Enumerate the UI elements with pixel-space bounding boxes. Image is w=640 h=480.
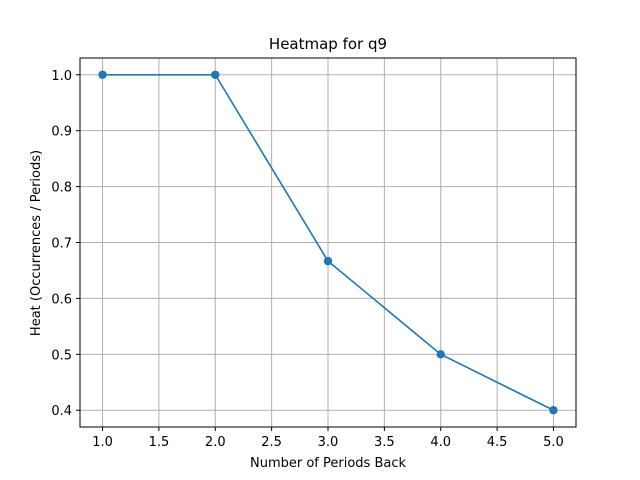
data-point [549, 406, 558, 415]
y-tick-label: 0.4 [51, 404, 72, 419]
series-layer [98, 70, 558, 415]
x-tick-label: 3.0 [318, 435, 339, 450]
data-point [323, 256, 333, 266]
x-tick-label: 2.5 [261, 435, 282, 450]
x-tick-label: 1.5 [149, 435, 170, 450]
data-point [211, 70, 220, 79]
data-point [436, 350, 445, 359]
data-point [98, 70, 107, 79]
x-tick-label: 1.0 [92, 435, 113, 450]
x-tick-label: 4.0 [430, 435, 451, 450]
x-tick-label: 5.0 [543, 435, 564, 450]
x-axis-label: Number of Periods Back [250, 456, 406, 471]
y-tick-label: 0.8 [51, 181, 72, 196]
axis-ticks: 1.0 1.5 2.0 2.5 3.0 3.5 4.0 4.5 5.0 0.4 0.5 0.6 0.7 0… [51, 69, 563, 450]
y-tick-label: 0.6 [51, 292, 72, 307]
grid-lines [80, 58, 576, 427]
y-axis-label: Heat (Occurrences / Periods) [29, 150, 44, 336]
y-tick-label: 0.5 [51, 348, 72, 363]
y-tick-label: 1.0 [51, 69, 72, 84]
x-tick-label: 2.0 [205, 435, 226, 450]
chart-title: Heatmap for q9 [269, 35, 387, 53]
plot-frame [79, 57, 577, 428]
x-tick-label: 4.5 [487, 435, 508, 450]
y-tick-label: 0.9 [51, 125, 72, 140]
y-tick-label: 0.7 [51, 237, 72, 252]
x-tick-label: 3.5 [374, 435, 395, 450]
